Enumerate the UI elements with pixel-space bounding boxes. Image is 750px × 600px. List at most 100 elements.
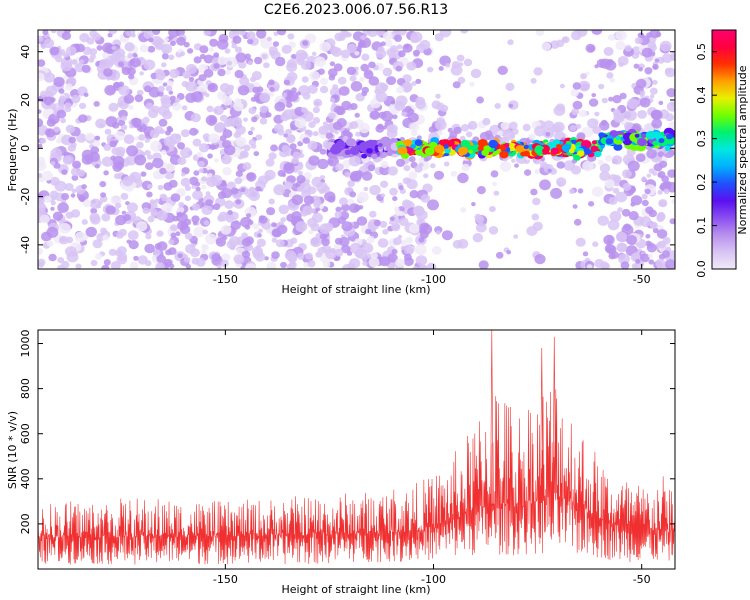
spectrogram-cell <box>553 105 566 116</box>
spectrogram-band-cell <box>488 139 499 149</box>
spectrogram-cell <box>123 94 135 104</box>
spectrogram-cell <box>325 132 334 140</box>
spectrogram-cell <box>90 259 98 267</box>
spectrogram-cell <box>513 234 519 239</box>
spectrogram-cell <box>86 37 95 45</box>
spectrogram-cell <box>221 253 231 262</box>
spectrogram-cell <box>668 121 675 130</box>
spectrogram-cell <box>485 130 493 138</box>
spectrogram-band-cell <box>598 132 605 138</box>
spectrogram-cell <box>335 163 344 172</box>
spectrogram-band-cell <box>424 147 435 156</box>
spectrogram-cell <box>539 179 551 191</box>
spectrogram-cell <box>612 174 622 183</box>
spectrogram-band-cell <box>523 150 530 157</box>
spectrogram-cell <box>662 236 671 245</box>
spectrogram-cell <box>158 118 168 127</box>
spectrogram-cell <box>457 172 469 184</box>
spectrogram-cell <box>639 90 646 96</box>
spectrogram-cell <box>664 67 672 74</box>
spectrogram-panel: -150 -100 -50 -40 -20 0 20 40 Height of straig… <box>6 29 676 296</box>
spectrogram-cell <box>460 207 467 213</box>
spectrogram-cell <box>212 203 221 211</box>
spectrogram-cell <box>401 111 407 117</box>
spectrogram-cell <box>350 81 363 92</box>
spectrogram-band-cell <box>397 146 408 155</box>
spectrogram-cell <box>256 238 266 247</box>
spectrogram-cell <box>103 143 112 151</box>
figure-title: C2E6.2023.006.07.56.R13 <box>264 2 448 18</box>
spectrogram-cell <box>113 50 122 58</box>
spectrogram-cell <box>127 202 138 213</box>
spectrogram-cell <box>580 73 587 80</box>
spectrogram-cell <box>57 257 65 264</box>
spectrogram-cell <box>308 155 320 166</box>
spectrogram-cell <box>160 94 171 105</box>
spectrogram-cell <box>603 46 614 56</box>
spectrogram-cell <box>657 190 663 195</box>
spectrogram-cell <box>391 222 401 232</box>
spectrogram-cell <box>390 100 396 105</box>
spectrogram-cell <box>368 257 380 268</box>
spectrogram-cell <box>231 116 243 127</box>
spectrogram-band-cell <box>515 145 524 153</box>
spectrogram-cell <box>242 162 252 171</box>
spectrogram-cell <box>457 76 466 84</box>
spectrogram-cell <box>191 215 200 223</box>
spectrogram-cell <box>651 109 663 121</box>
spectrogram-cell <box>376 123 384 130</box>
spectrogram-cell <box>40 90 48 98</box>
spectrogram-cell <box>285 101 293 108</box>
spectrogram-cell <box>259 92 271 103</box>
spectrogram-cell <box>470 68 482 79</box>
spectrogram-cell <box>639 261 645 266</box>
spectrogram-cell <box>609 77 615 83</box>
spectrogram-cell <box>99 181 107 188</box>
spectrogram-cell <box>652 171 658 176</box>
spectrogram-cell <box>314 56 326 67</box>
spectrogram-cell <box>82 46 92 56</box>
spectrogram-cell <box>624 121 634 131</box>
spectrogram-cell <box>404 253 412 261</box>
spectrogram-cell <box>489 206 496 213</box>
spectrogram-cell <box>365 228 372 235</box>
spectrogram-band-cell <box>615 135 621 141</box>
spectrogram-band-cell <box>443 144 449 149</box>
spectrogram-cell <box>647 41 657 49</box>
spectrogram-cell <box>406 179 418 190</box>
spectrogram-cell <box>476 186 486 195</box>
spectrogram-cell <box>380 161 389 169</box>
spectrogram-cell <box>651 118 663 129</box>
spectrogram-cell <box>144 138 150 143</box>
spectrogram-cell <box>255 186 262 192</box>
spectrogram-cell <box>241 232 248 239</box>
spectrogram-cell <box>161 202 173 213</box>
spectrogram-cell <box>215 237 226 247</box>
spectrogram-cell <box>369 210 377 218</box>
spectrogram-cell <box>250 96 257 102</box>
spectrogram-cell <box>60 117 66 124</box>
spectrogram-cell <box>360 63 370 72</box>
spectrogram-cell <box>195 257 206 267</box>
snr-x-ticks: -150 -100 -50 <box>213 330 651 586</box>
spectrogram-cell <box>63 52 69 58</box>
spectrogram-cell <box>637 110 647 119</box>
spectrogram-cell <box>287 33 295 40</box>
spectrogram-cell <box>190 242 196 248</box>
spectrogram-cell <box>439 30 452 38</box>
spectrogram-cell <box>144 149 151 156</box>
colorbar-tick-label: 0.4 <box>695 86 708 104</box>
spectrogram-cell <box>291 194 304 206</box>
spectrogram-cell <box>386 125 395 133</box>
spectrogram-cell <box>50 200 56 206</box>
spectrogram-cell <box>337 76 347 85</box>
spectrogram-cell <box>278 204 290 215</box>
spectrogram-cell <box>657 171 666 179</box>
spectrogram-cell <box>298 161 303 166</box>
spectrogram-cell <box>373 219 381 227</box>
spectrogram-cell <box>131 33 136 38</box>
spectrogram-cell <box>216 264 222 269</box>
spectrogram-cell <box>615 231 628 243</box>
spectrogram-cell <box>256 86 264 93</box>
spectrogram-cell <box>224 48 231 54</box>
